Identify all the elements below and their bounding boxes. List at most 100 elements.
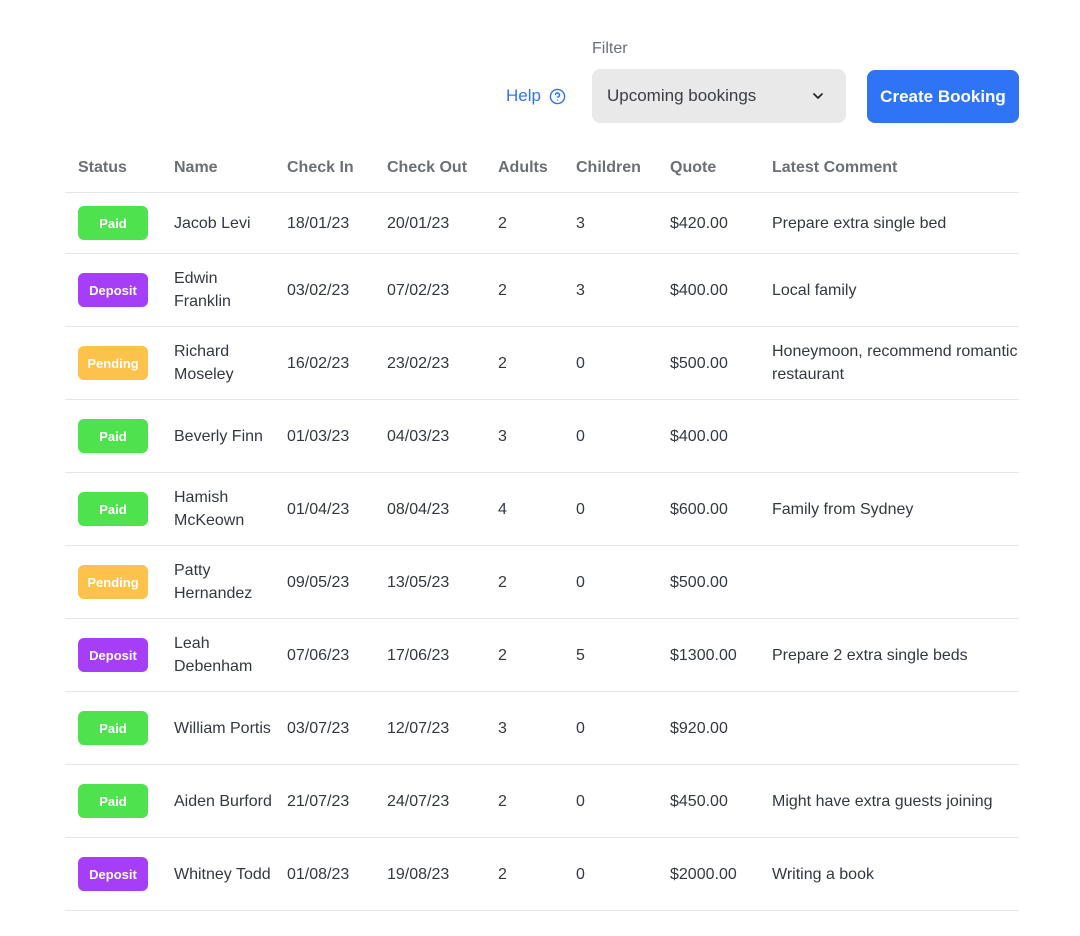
status-badge: Pending	[78, 565, 148, 599]
status-badge: Paid	[78, 492, 148, 526]
latest-comment-cell: Prepare extra single bed	[759, 192, 1019, 254]
children-cell: 0	[563, 691, 657, 765]
status-cell: Pending	[65, 326, 161, 400]
quote-cell: $920.00	[657, 691, 759, 765]
adults-cell: 2	[485, 326, 563, 400]
check-out-cell: 12/07/23	[374, 691, 485, 765]
latest-comment-cell: Might have extra guests joining	[759, 764, 1019, 838]
table-row[interactable]: Pending Patty Hernandez 09/05/23 13/05/23 2 0…	[65, 545, 1019, 619]
status-badge: Paid	[78, 419, 148, 453]
quote-cell: $400.00	[657, 253, 759, 327]
status-cell: Deposit	[65, 618, 161, 692]
column-header-status: Status	[65, 144, 161, 193]
guest-name-cell: William Portis	[161, 691, 274, 765]
check-out-cell: 19/08/23	[374, 837, 485, 911]
status-cell: Pending	[65, 545, 161, 619]
guest-name-cell: Richard Moseley	[161, 326, 274, 400]
latest-comment-cell: Writing a book	[759, 837, 1019, 911]
children-cell: 0	[563, 472, 657, 546]
table-row[interactable]: Paid Jacob Levi 18/01/23 20/01/23 2 3 $420.00 P…	[65, 192, 1019, 254]
latest-comment-cell: Prepare 2 extra single beds	[759, 618, 1019, 692]
status-badge: Paid	[78, 711, 148, 745]
quote-cell: $2000.00	[657, 837, 759, 911]
adults-cell: 4	[485, 472, 563, 546]
latest-comment-cell	[759, 691, 1019, 765]
status-cell: Paid	[65, 472, 161, 546]
check-in-cell: 16/02/23	[274, 326, 374, 400]
check-out-cell: 04/03/23	[374, 399, 485, 473]
status-badge: Deposit	[78, 273, 148, 307]
adults-cell: 2	[485, 618, 563, 692]
column-header-name: Name	[161, 144, 274, 193]
table-row[interactable]: Paid Beverly Finn 01/03/23 04/03/23 3 0 $400.0…	[65, 399, 1019, 473]
children-cell: 5	[563, 618, 657, 692]
table-row[interactable]: Paid Aiden Burford 21/07/23 24/07/23 2 0 $450.…	[65, 764, 1019, 838]
check-in-cell: 03/02/23	[274, 253, 374, 327]
guest-name-cell: Leah Debenham	[161, 618, 274, 692]
column-header-adults: Adults	[485, 144, 563, 193]
children-cell: 3	[563, 192, 657, 254]
status-badge: Paid	[78, 206, 148, 240]
adults-cell: 3	[485, 399, 563, 473]
latest-comment-cell: Family from Sydney	[759, 472, 1019, 546]
filter-select[interactable]: Upcoming bookings	[592, 69, 846, 123]
quote-cell: $500.00	[657, 545, 759, 619]
check-in-cell: 01/08/23	[274, 837, 374, 911]
check-out-cell: 24/07/23	[374, 764, 485, 838]
table-row[interactable]: Deposit Edwin Franklin 03/02/23 07/02/23 2 3 $…	[65, 253, 1019, 327]
adults-cell: 2	[485, 192, 563, 254]
table-header-row: Status Name Check In Check Out Adults Childre…	[65, 144, 1019, 193]
status-badge: Paid	[78, 784, 148, 818]
table-row[interactable]: Pending Richard Moseley 16/02/23 23/02/23 2 0…	[65, 326, 1019, 400]
status-cell: Deposit	[65, 837, 161, 911]
help-label: Help	[506, 86, 541, 105]
column-header-check-out: Check Out	[374, 144, 485, 193]
question-circle-icon[interactable]	[549, 88, 566, 105]
quote-cell: $400.00	[657, 399, 759, 473]
latest-comment-cell: Local family	[759, 253, 1019, 327]
status-badge: Deposit	[78, 638, 148, 672]
quote-cell: $500.00	[657, 326, 759, 400]
latest-comment-cell	[759, 399, 1019, 473]
guest-name-cell: Whitney Todd	[161, 837, 274, 911]
status-cell: Paid	[65, 764, 161, 838]
table-row[interactable]: Paid Hamish McKeown 01/04/23 08/04/23 4 0 $600…	[65, 472, 1019, 546]
check-out-cell: 07/02/23	[374, 253, 485, 327]
quote-cell: $450.00	[657, 764, 759, 838]
check-out-cell: 23/02/23	[374, 326, 485, 400]
quote-cell: $1300.00	[657, 618, 759, 692]
chevron-down-icon	[810, 88, 826, 104]
quote-cell: $600.00	[657, 472, 759, 546]
toolbar: Filter Help Upcoming bookings Create Boo…	[0, 0, 1080, 140]
adults-cell: 3	[485, 691, 563, 765]
check-in-cell: 03/07/23	[274, 691, 374, 765]
help-link[interactable]: Help	[506, 84, 566, 108]
children-cell: 0	[563, 326, 657, 400]
column-header-children: Children	[563, 144, 657, 193]
guest-name-cell: Hamish McKeown	[161, 472, 274, 546]
status-cell: Paid	[65, 192, 161, 254]
children-cell: 0	[563, 399, 657, 473]
adults-cell: 2	[485, 545, 563, 619]
table-row[interactable]: Deposit Whitney Todd 01/08/23 19/08/23 2 0 $20…	[65, 837, 1019, 911]
status-badge: Deposit	[78, 857, 148, 891]
children-cell: 3	[563, 253, 657, 327]
create-booking-button[interactable]: Create Booking	[867, 70, 1019, 123]
guest-name-cell: Beverly Finn	[161, 399, 274, 473]
column-header-quote: Quote	[657, 144, 759, 193]
check-out-cell: 20/01/23	[374, 192, 485, 254]
table-row[interactable]: Paid William Portis 03/07/23 12/07/23 3 0 $920…	[65, 691, 1019, 765]
adults-cell: 2	[485, 764, 563, 838]
quote-cell: $420.00	[657, 192, 759, 254]
check-in-cell: 09/05/23	[274, 545, 374, 619]
filter-value: Upcoming bookings	[607, 86, 757, 105]
check-in-cell: 01/04/23	[274, 472, 374, 546]
table-row[interactable]: Deposit Leah Debenham 07/06/23 17/06/23 2 5 $1…	[65, 618, 1019, 692]
check-in-cell: 07/06/23	[274, 618, 374, 692]
children-cell: 0	[563, 764, 657, 838]
check-in-cell: 21/07/23	[274, 764, 374, 838]
column-header-check-in: Check In	[274, 144, 374, 193]
bookings-table: Status Name Check In Check Out Adults Childre…	[65, 144, 1019, 911]
column-header-latest-comment: Latest Comment	[759, 144, 1019, 193]
guest-name-cell: Edwin Franklin	[161, 253, 274, 327]
